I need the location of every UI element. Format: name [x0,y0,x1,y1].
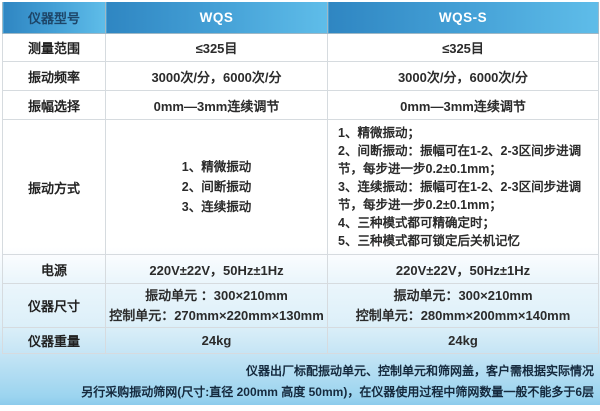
spec-table: 仪器型号 WQS WQS-S 测量范围 ≤325目 ≤325目 振动频率 300… [2,2,599,354]
value-wqs-s: 220V±22V，50Hz±1Hz [327,254,599,284]
header-cell-model-label: 仪器型号 [2,2,106,34]
value-wqs: 0mm—3mm连续调节 [105,90,328,120]
mode-line: 2、间断振动 [181,180,252,194]
size-line: 振动单元：300×210mm [393,287,533,303]
value-wqs: 220V±22V，50Hz±1Hz [105,254,328,284]
row-instrument-weight: 仪器重量 24kg 24kg [2,327,599,354]
row-label: 振动方式 [2,119,106,255]
row-label: 仪器重量 [2,327,106,354]
value-wqs-s: 0mm—3mm连续调节 [327,90,599,120]
footer-note-line1: 仪器出厂标配振动单元、控制单元和筛网盖，客户需根据实际情况 [245,364,594,378]
header-cell-wqs-s: WQS-S [327,2,599,34]
value-wqs: 1、精微振动 2、间断振动 3、连续振动 [105,119,328,255]
mode-line: 1、精微振动； [338,126,420,140]
size-line: 控制单元：280mm×200mm×140mm [355,307,571,323]
footer-note: 仪器出厂标配振动单元、控制单元和筛网盖，客户需根据实际情况 另行采购振动筛网(尺… [0,354,600,411]
value-wqs: ≤325目 [105,33,328,62]
value-wqs-s: 24kg [327,327,599,354]
value-wqs-s: 3000次/分，6000次/分 [327,61,599,91]
row-vibration-frequency: 振动频率 3000次/分，6000次/分 3000次/分，6000次/分 [2,61,599,91]
value-wqs: 24kg [105,327,328,354]
row-instrument-size: 仪器尺寸 振动单元 ：300×210mm 控制单元：270mm×220mm×13… [2,283,599,328]
row-power: 电源 220V±22V，50Hz±1Hz 220V±22V，50Hz±1Hz [2,254,599,284]
mode-line: 4、三种模式都可精确定时； [338,216,495,230]
header-cell-wqs: WQS [105,2,328,34]
value-wqs-s: 1、精微振动； 2、间断振动：振幅可在1-2、2-3区间步进调节，每步进一步0.… [327,119,599,255]
row-label: 测量范围 [2,33,106,62]
mode-line: 3、连续振动：振幅可在1-2、2-3区间步进调节，每步进一步0.2±0.1mm； [338,180,582,212]
value-wqs: 振动单元 ：300×210mm 控制单元：270mm×220mm×130mm [105,283,328,328]
value-wqs: 3000次/分，6000次/分 [105,61,328,91]
footer-note-line2: 另行采购振动筛网(尺寸:直径 200mm 高度 50mm)，在仪器使用过程中筛网… [81,385,594,399]
row-label: 振幅选择 [2,90,106,120]
row-measure-range: 测量范围 ≤325目 ≤325目 [2,33,599,62]
mode-line: 1、精微振动 [181,160,252,174]
value-wqs-s: ≤325目 [327,33,599,62]
mode-line: 3、连续振动 [181,200,252,214]
row-label: 仪器尺寸 [2,283,106,328]
row-amplitude-selection: 振幅选择 0mm—3mm连续调节 0mm—3mm连续调节 [2,90,599,120]
row-label: 振动频率 [2,61,106,91]
row-vibration-mode: 振动方式 1、精微振动 2、间断振动 3、连续振动 1、精微振动； 2、间断振动… [2,119,599,255]
value-wqs-s: 振动单元：300×210mm 控制单元：280mm×200mm×140mm [327,283,599,328]
size-line: 振动单元 ：300×210mm [145,287,288,303]
row-label: 电源 [2,254,106,284]
header-row: 仪器型号 WQS WQS-S [2,2,599,34]
mode-line: 2、间断振动：振幅可在1-2、2-3区间步进调节，每步进一步0.2±0.1mm； [338,144,582,176]
size-line: 控制单元：270mm×220mm×130mm [109,307,324,323]
mode-line: 5、三种模式都可锁定后关机记忆 [338,234,520,248]
